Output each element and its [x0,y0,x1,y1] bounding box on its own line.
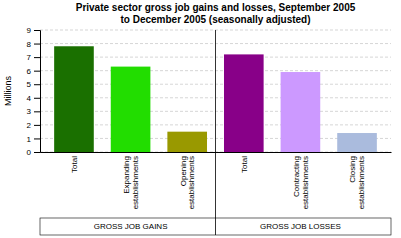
x-tick: Expandingestablishments [122,152,140,209]
y-tick-mark [34,138,40,139]
x-axis-line [41,152,392,153]
x-tick-label: Openingestablishments [179,156,197,209]
x-tick-label: Contractingestablishments [292,156,310,209]
y-tick-mark [34,71,40,72]
y-tick-label: 1 [27,135,32,144]
y-tick-mark [34,98,40,99]
bar [337,133,377,152]
y-tick-mark [34,44,40,45]
group-label: GROSS JOB GAINS [94,222,168,231]
y-tick-label: 6 [27,67,32,76]
y-tick-mark [34,57,40,58]
y-tick: 8 [27,40,40,49]
x-tick: Openingestablishments [179,152,197,209]
bar [54,46,94,152]
plot: 0 1 2 3 4 5 6 7 8 9 Total Expandingestablishments Op… [27,26,392,235]
bar [224,54,264,152]
x-tick-label: Total [240,156,249,173]
group-divider [215,30,216,235]
group-frame [40,30,391,235]
y-tick-mark [34,152,40,153]
y-tick-label: 8 [27,40,32,49]
y-tick-label: 0 [27,148,32,157]
title: Private sector gross job gains and losse… [76,2,356,25]
y-tick-label: 2 [27,121,32,130]
x-axis: Total Expandingestablishments Openingestab… [41,152,392,209]
y-axis-title: Millions [3,76,13,107]
y-tick: 7 [27,53,40,62]
chart: 0 1 2 3 4 5 6 7 8 9 Total Expandingestablishments Op… [0,0,401,238]
x-tick-label: Closingestablishments [348,156,366,209]
y-tick-mark [34,111,40,112]
x-tick-label: Expandingestablishments [122,156,140,209]
y-tick-mark [34,125,40,126]
y-tick-label: 3 [27,107,32,116]
y-tick-label: 4 [27,94,32,103]
y-tick: 5 [27,80,40,89]
y-tick-mark [34,84,40,85]
x-tick: Total [240,152,249,173]
x-tick: Total [70,152,79,173]
bar [281,72,321,152]
y-axis: 0 1 2 3 4 5 6 7 8 9 [27,26,41,157]
y-tick: 3 [27,107,40,116]
y-tick: 9 [27,26,40,35]
y-axis-line [34,31,41,153]
y-tick: 0 [27,148,40,157]
y-tick-mark [34,30,40,31]
y-tick: 4 [27,94,40,103]
x-tick: Contractingestablishments [292,152,310,209]
bar [167,132,207,152]
group-label: GROSS JOB LOSSES [260,222,341,231]
y-tick: 1 [27,135,40,144]
y-tick-label: 5 [27,80,32,89]
x-tick: Closingestablishments [348,152,366,209]
bar [111,67,151,152]
y-tick: 6 [27,67,40,76]
y-tick-label: 9 [27,26,32,35]
y-tick-label: 7 [27,53,32,62]
y-tick: 2 [27,121,40,130]
x-tick-label: Total [70,156,79,173]
